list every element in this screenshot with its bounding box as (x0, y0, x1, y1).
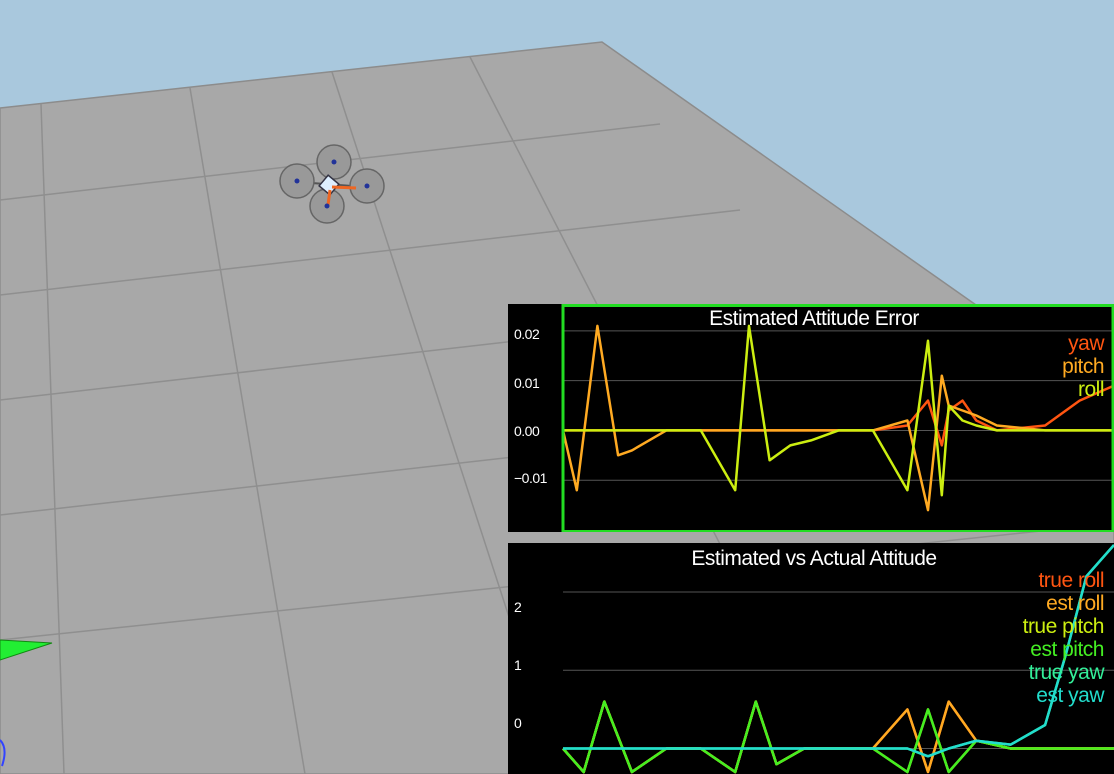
plot-title: Estimated Attitude Error (709, 307, 919, 330)
y-tick-label: 1 (514, 657, 522, 673)
legend: yaw pitch roll (1062, 332, 1104, 401)
legend-item-true-roll: true roll (1038, 569, 1104, 592)
legend-item-est-pitch: est pitch (1030, 638, 1104, 661)
attitude-comparison-chart (562, 544, 1114, 774)
attitude-error-chart (561, 304, 1114, 532)
series-line-roll (563, 324, 1114, 497)
legend-item-roll: roll (1077, 378, 1105, 401)
legend-item-true-yaw: true yaw (1028, 661, 1105, 684)
y-tick-label: 0.01 (514, 375, 540, 391)
series-line-pitch (561, 324, 1114, 512)
legend-item-est-yaw: est yaw (1036, 684, 1104, 707)
y-tick-label: 2 (514, 599, 522, 615)
y-tick-label: −0.01 (514, 470, 547, 486)
series-line-yaw (563, 384, 1114, 447)
legend-item-est-roll: est roll (1046, 592, 1104, 615)
series-line-est-pitch (562, 700, 1114, 774)
y-tick-label: 0.00 (514, 423, 540, 439)
y-tick-label: 0.02 (514, 326, 540, 342)
quadcopter-icon[interactable] (279, 144, 385, 224)
legend-item-yaw: yaw (1068, 332, 1104, 355)
y-tick-label: 0 (514, 715, 522, 731)
series-line-est-yaw (563, 544, 1114, 758)
plot-title: Estimated vs Actual Attitude (691, 547, 937, 570)
selection-border (561, 304, 1114, 532)
attitude-error-plot[interactable]: Estimated Attitude Error 0.02 0.01 0.00 … (508, 304, 1114, 532)
attitude-comparison-plot[interactable]: Estimated vs Actual Attitude 2 1 0 true … (508, 543, 1114, 774)
legend: true roll est roll true pitch est pitch … (1022, 569, 1105, 707)
axis-arrow-icon (0, 639, 53, 767)
legend-item-pitch: pitch (1062, 355, 1104, 378)
legend-item-true-pitch: true pitch (1022, 615, 1105, 638)
